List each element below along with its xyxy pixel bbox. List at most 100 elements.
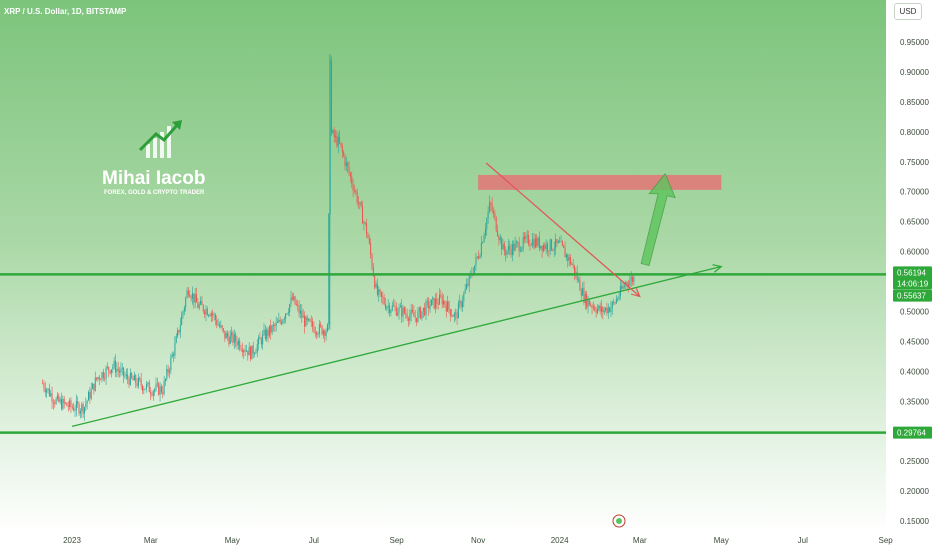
- y-tick-label: 0.50000: [900, 307, 929, 316]
- candle-body: [451, 315, 453, 317]
- candle-body: [474, 265, 476, 274]
- candle-body: [582, 288, 584, 296]
- symbol-title[interactable]: XRP / U.S. Dollar, 1D, BITSTAMP: [4, 7, 127, 16]
- candle-body: [483, 235, 485, 243]
- candle-body: [56, 395, 58, 400]
- candle-body: [371, 254, 373, 268]
- candle-body: [179, 325, 181, 333]
- candle-body: [316, 332, 318, 335]
- y-tick-label: 0.70000: [900, 188, 929, 197]
- candle-body: [495, 216, 497, 231]
- candle-body: [353, 190, 355, 192]
- candle-body: [43, 383, 45, 389]
- candle-body: [595, 310, 597, 313]
- candle-body: [551, 239, 553, 250]
- candle-body: [298, 305, 300, 314]
- candle-body: [308, 319, 310, 321]
- candle-body: [464, 289, 466, 294]
- candle-body: [629, 280, 631, 286]
- candle-body: [520, 250, 522, 252]
- candle-body: [201, 300, 203, 305]
- candle-body: [191, 293, 193, 299]
- candle-body: [599, 305, 601, 312]
- candle-body: [572, 264, 574, 266]
- candle-body: [370, 243, 372, 255]
- candle-body: [266, 329, 268, 339]
- x-tick-label: May: [714, 536, 729, 545]
- candle-body: [58, 395, 60, 402]
- candle-body: [617, 298, 619, 300]
- candle-body: [622, 286, 624, 289]
- y-tick-label: 0.35000: [900, 397, 929, 406]
- candle-body: [375, 283, 377, 288]
- candle-body: [268, 325, 270, 336]
- candle-body: [244, 350, 246, 352]
- candle-body: [281, 321, 283, 324]
- candle-body: [409, 315, 411, 321]
- candle-body: [561, 241, 563, 246]
- candle-body: [240, 348, 242, 350]
- candle-body: [456, 312, 458, 319]
- candle-body: [529, 244, 531, 246]
- candle-body: [51, 393, 53, 402]
- candle-body: [235, 334, 237, 342]
- candle-body: [135, 375, 137, 384]
- candle-body: [322, 330, 324, 335]
- candle-body: [233, 334, 235, 343]
- candle-body: [505, 251, 507, 255]
- flag-icon[interactable]: [612, 514, 626, 528]
- projection-arrow: [640, 172, 676, 267]
- candle-body: [511, 243, 513, 255]
- candle-body: [418, 307, 420, 312]
- candle-body: [491, 203, 493, 212]
- candle-body: [528, 235, 530, 245]
- candle-body: [239, 340, 241, 349]
- candle-body: [445, 305, 447, 312]
- candle-body: [382, 296, 384, 299]
- price-tag-box: [893, 289, 932, 302]
- candle-body: [255, 352, 257, 354]
- candle-body: [345, 162, 347, 166]
- candle-body: [228, 336, 230, 344]
- candle-body: [460, 301, 462, 307]
- candle-body: [332, 130, 334, 133]
- candle-body: [117, 368, 119, 371]
- candle-body: [237, 340, 239, 346]
- candle-body: [545, 243, 547, 249]
- candle-body: [105, 367, 107, 379]
- candle-body: [578, 279, 580, 281]
- candle-body: [47, 388, 49, 390]
- candle-body: [412, 309, 414, 313]
- candle-body: [461, 301, 463, 307]
- candle-body: [386, 306, 388, 309]
- candle-body: [328, 213, 330, 325]
- candle-body: [468, 274, 470, 286]
- candle-body: [380, 291, 382, 297]
- candle-body: [75, 401, 77, 411]
- candle-body: [256, 344, 258, 353]
- candle-body: [116, 368, 118, 373]
- candle-body: [247, 350, 249, 356]
- drawings-group: [0, 162, 886, 434]
- candle-body: [204, 311, 206, 315]
- candle-body: [587, 299, 589, 308]
- candle-body: [613, 302, 615, 303]
- candle-body: [140, 379, 142, 386]
- candle-body: [305, 317, 307, 327]
- candle-body: [232, 332, 234, 343]
- candle-body: [66, 402, 68, 406]
- candle-body: [210, 313, 212, 317]
- y-tick-label: 0.75000: [900, 158, 929, 167]
- price-tag-label: 0.56194: [897, 268, 926, 277]
- candle-body: [479, 255, 481, 259]
- candle-body: [164, 378, 166, 381]
- candle-body: [119, 370, 121, 373]
- time-axis: 2023 Mar May Jul Sep Nov 2024 Mar May Jul Sep: [63, 536, 893, 545]
- currency-button[interactable]: USD: [894, 3, 922, 20]
- candle-body: [614, 302, 616, 304]
- candle-body: [601, 307, 603, 312]
- candle-body: [522, 236, 524, 248]
- candle-body: [262, 334, 264, 345]
